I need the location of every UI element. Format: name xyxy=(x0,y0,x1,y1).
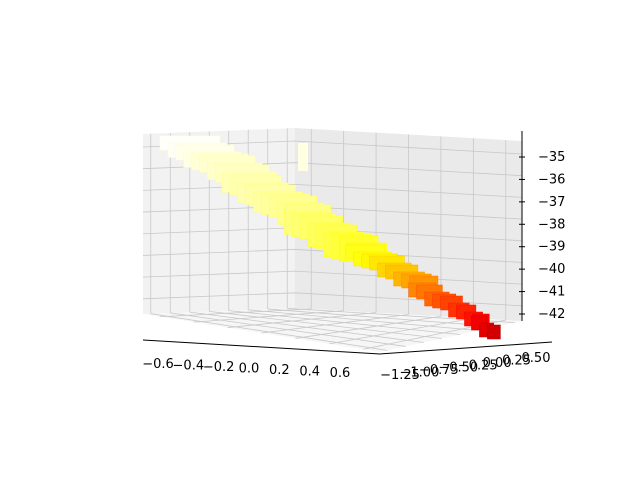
x-tick-label-0: −0.6 xyxy=(142,357,174,372)
z-tick-label-6: −36 xyxy=(538,172,565,187)
z-tick-label-3: −39 xyxy=(538,240,565,255)
z-tick-label-7: −35 xyxy=(538,150,565,165)
x-axis-ticks: −0.6−0.4−0.2 0.0 0.2 0.4 0.6 xyxy=(142,357,350,381)
z-tick-label-2: −40 xyxy=(538,262,565,277)
z-tick-label-0: −42 xyxy=(538,307,565,322)
y-axis-ticks: −1.25−1.00−0.75−0.50−0.250.000.250.50 xyxy=(380,351,550,383)
y-tick-label-7: 0.50 xyxy=(522,351,551,366)
x-tick-label-6: 0.6 xyxy=(330,366,351,381)
z-tick-label-4: −38 xyxy=(538,217,565,232)
surface-cell-47 xyxy=(487,325,500,339)
z-tick-label-5: −37 xyxy=(538,195,565,210)
x-tick-label-4: 0.2 xyxy=(269,363,290,378)
z-axis-ticks: −42 −41 −40 −39 −38 −37 −36 −35 xyxy=(519,150,565,322)
surface-spike xyxy=(298,143,308,171)
x-tick-label-1: −0.4 xyxy=(173,359,205,374)
x-tick-label-2: −0.2 xyxy=(203,360,235,375)
z-tick-label-1: −41 xyxy=(538,285,565,300)
x-tick-label-3: 0.0 xyxy=(239,362,260,377)
x-tick-label-5: 0.4 xyxy=(299,365,320,380)
